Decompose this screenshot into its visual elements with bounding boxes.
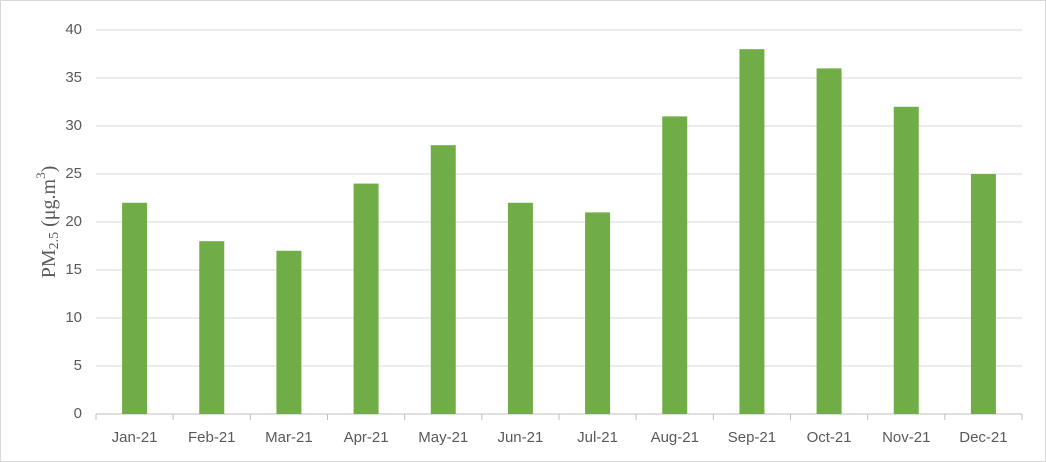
y-tick-label: 40	[65, 21, 82, 38]
y-tick-label: 15	[65, 261, 82, 278]
x-tick-label: Jan-21	[112, 429, 158, 446]
x-tick-label: Aug-21	[651, 429, 699, 446]
bar	[199, 241, 225, 414]
y-tick-label: 10	[65, 309, 82, 326]
x-tick-label: Jul-21	[577, 429, 618, 446]
bar	[585, 212, 611, 414]
bar	[970, 174, 996, 414]
y-tick-label: 35	[65, 69, 82, 86]
y-axis-label: PM2.5 (μg.m3)	[33, 166, 62, 279]
x-tick-label: Sep-21	[728, 429, 776, 446]
x-tick-label: May-21	[418, 429, 468, 446]
bar	[122, 202, 148, 414]
x-tick-label: Oct-21	[807, 429, 852, 446]
bar	[662, 116, 688, 415]
y-label-sup: 3	[33, 172, 48, 179]
bar	[893, 106, 919, 415]
y-tick-label: 25	[65, 165, 82, 182]
x-tick-label: Jun-21	[497, 429, 543, 446]
x-tick-label: Feb-21	[188, 429, 236, 446]
y-tick-label: 5	[74, 357, 82, 374]
x-tick-label: Apr-21	[344, 429, 389, 446]
y-label-part: (μg.m	[38, 178, 60, 231]
y-tick-label: 0	[74, 405, 82, 422]
y-label-sub: 2.5	[47, 232, 62, 250]
bar	[507, 202, 533, 414]
x-tick-label: Mar-21	[265, 429, 313, 446]
bar	[739, 49, 765, 414]
bar	[353, 183, 379, 414]
y-label-part: )	[38, 166, 60, 173]
bar	[816, 68, 842, 415]
y-tick-label: 20	[65, 213, 82, 230]
x-tick-label: Nov-21	[882, 429, 930, 446]
bar	[276, 250, 302, 414]
x-tick-label: Dec-21	[959, 429, 1007, 446]
bar	[430, 145, 456, 414]
y-label-part: PM	[38, 249, 60, 278]
y-tick-label: 30	[65, 117, 82, 134]
